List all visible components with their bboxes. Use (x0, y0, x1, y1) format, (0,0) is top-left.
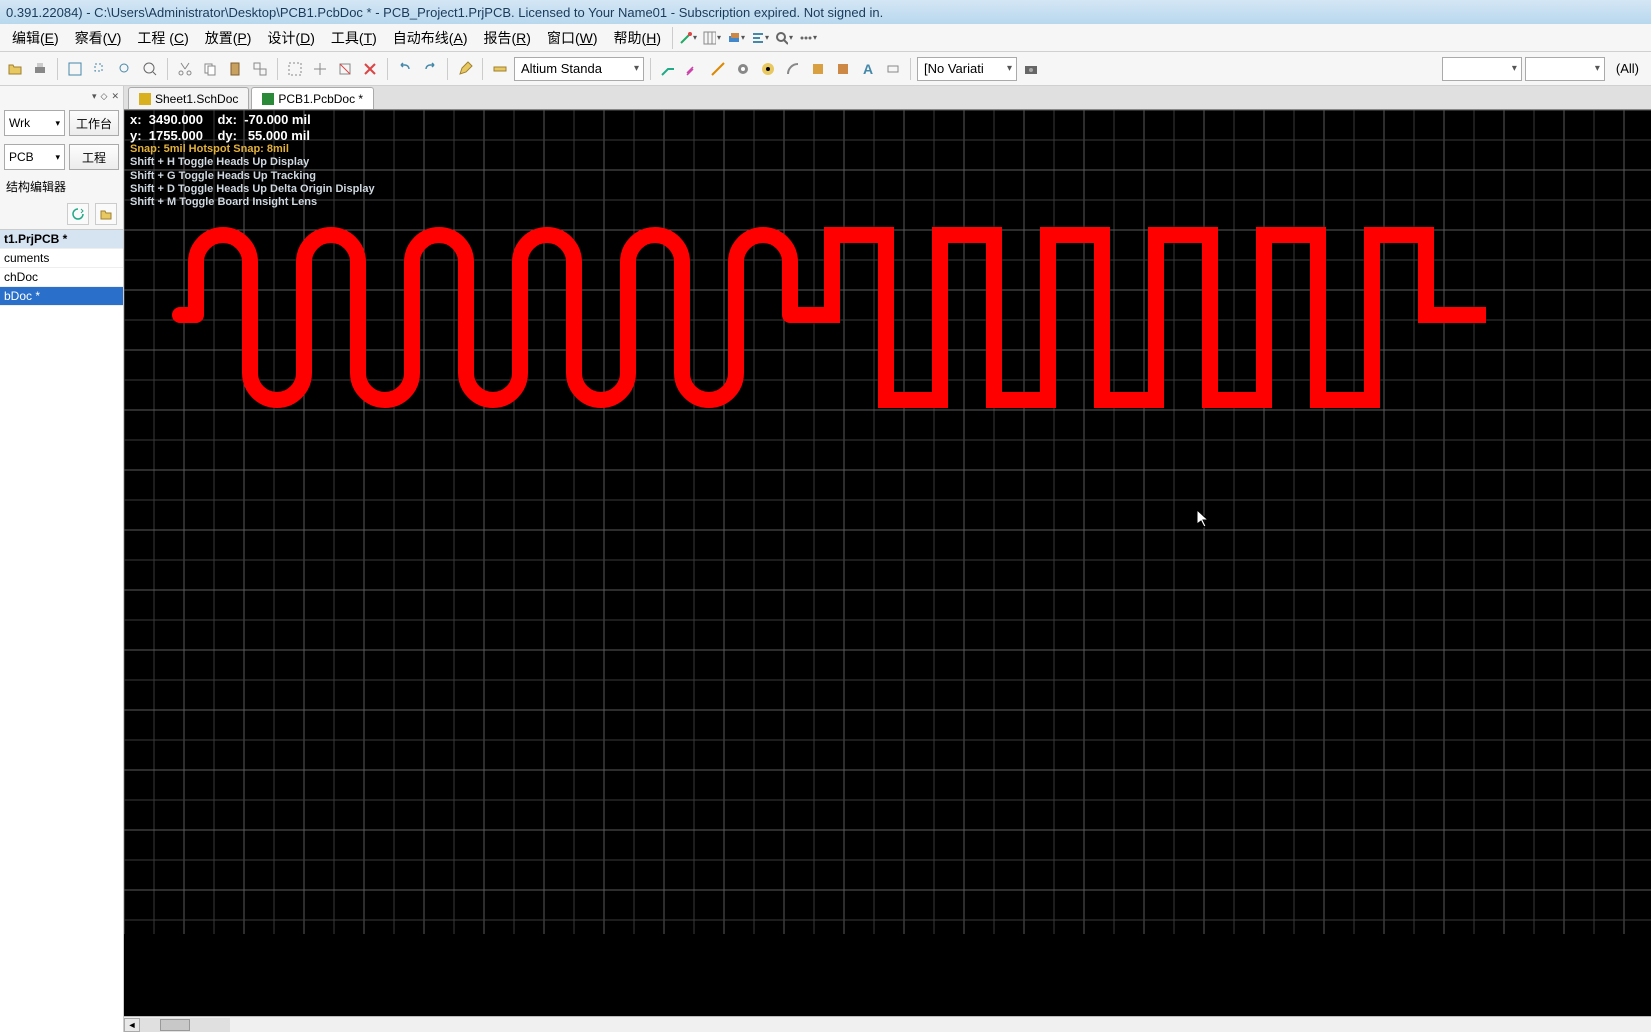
scroll-thumb[interactable] (160, 1019, 190, 1031)
region-icon[interactable] (832, 58, 854, 80)
menu-item[interactable]: 窗口(W) (539, 25, 606, 51)
menu-layer-icon[interactable]: ▾ (727, 29, 745, 47)
copy-icon[interactable] (199, 58, 221, 80)
duplicate-icon[interactable] (249, 58, 271, 80)
edit-icon[interactable] (454, 58, 476, 80)
print-icon[interactable] (29, 58, 51, 80)
menu-find-icon[interactable]: ▾ (775, 29, 793, 47)
menu-item[interactable]: 编辑(E) (4, 25, 67, 51)
move-icon[interactable] (309, 58, 331, 80)
panel-dropdown-icon[interactable]: ▾ (92, 91, 97, 102)
project-combo[interactable]: PCB (4, 144, 65, 170)
paste-icon[interactable] (224, 58, 246, 80)
zoom-area-icon[interactable] (89, 58, 111, 80)
scroll-track[interactable] (140, 1018, 230, 1032)
separator (387, 58, 388, 80)
panel-close-icon[interactable]: ✕ (111, 91, 119, 102)
redo-icon[interactable] (419, 58, 441, 80)
separator (650, 58, 651, 80)
select-rect-icon[interactable] (284, 58, 306, 80)
undo-icon[interactable] (394, 58, 416, 80)
document-tab[interactable]: PCB1.PcbDoc * (251, 87, 374, 109)
menu-item[interactable]: 报告(R) (475, 25, 538, 51)
via-icon[interactable] (732, 58, 754, 80)
separator (57, 58, 58, 80)
separator (277, 58, 278, 80)
separator (672, 27, 673, 49)
zoom-fit-icon[interactable] (64, 58, 86, 80)
text-icon[interactable]: A (857, 58, 879, 80)
structure-editor-label: 结构编辑器 (0, 174, 123, 199)
separator (910, 58, 911, 80)
route-diff-icon[interactable] (682, 58, 704, 80)
tree-item[interactable]: chDoc (0, 268, 123, 287)
open-icon[interactable] (4, 58, 26, 80)
zoom-in-icon[interactable] (139, 58, 161, 80)
title-text: 0.391.22084) - C:\Users\Administrator\De… (6, 5, 883, 20)
project-button[interactable]: 工程 (69, 144, 119, 170)
menu-item[interactable]: 设计(D) (259, 25, 322, 51)
menu-item[interactable]: 自动布线(A) (385, 25, 476, 51)
tree-item[interactable]: cuments (0, 249, 123, 268)
document-tabs: Sheet1.SchDocPCB1.PcbDoc * (124, 86, 1651, 110)
menu-bar: 编辑(E)察看(V)工程 (C)放置(P)设计(D)工具(T)自动布线(A)报告… (0, 24, 1651, 52)
camera-icon[interactable] (1020, 58, 1042, 80)
menu-item[interactable]: 察看(V) (67, 25, 130, 51)
document-tab[interactable]: Sheet1.SchDoc (128, 87, 249, 109)
project-tree: t1.PrjPCB *cumentschDocbDoc * (0, 229, 123, 1032)
tree-item[interactable]: t1.PrjPCB * (0, 230, 123, 249)
separator (482, 58, 483, 80)
canvas-svg (124, 110, 1651, 934)
standard-combo[interactable]: Altium Standa (514, 57, 644, 81)
ruler-icon[interactable] (489, 58, 511, 80)
pcb-canvas[interactable]: x: 3490.000 dx: -70.000 mil y: 1755.000 … (124, 110, 1651, 1016)
deselect-icon[interactable] (334, 58, 356, 80)
arc-icon[interactable] (782, 58, 804, 80)
filter-combo-1[interactable] (1442, 57, 1522, 81)
folder-icon[interactable] (95, 203, 117, 225)
component-icon[interactable] (882, 58, 904, 80)
title-bar: 0.391.22084) - C:\Users\Administrator\De… (0, 0, 1651, 24)
separator (167, 58, 168, 80)
main-toolbar: Altium Standa A [No Variati (All) (0, 52, 1651, 86)
menu-align-icon[interactable]: ▾ (751, 29, 769, 47)
horizontal-scrollbar[interactable]: ◄ (124, 1016, 1651, 1032)
menu-item[interactable]: 工具(T) (323, 25, 385, 51)
clear-icon[interactable] (359, 58, 381, 80)
tree-item[interactable]: bDoc * (0, 287, 123, 306)
filter-all-label: (All) (1608, 61, 1647, 76)
menu-dots-icon[interactable]: ▾ (799, 29, 817, 47)
route-icon[interactable] (657, 58, 679, 80)
separator (447, 58, 448, 80)
filter-combo-2[interactable] (1525, 57, 1605, 81)
menu-item[interactable]: 工程 (C) (129, 25, 196, 51)
cut-icon[interactable] (174, 58, 196, 80)
route-multi-icon[interactable] (707, 58, 729, 80)
scroll-left-icon[interactable]: ◄ (124, 1018, 140, 1032)
left-panel: ▾ ◇ ✕ Wrk 工作台 PCB 工程 结构编辑器 t1.PrjPCB *cu… (0, 86, 124, 1032)
pad-icon[interactable] (757, 58, 779, 80)
refresh-icon[interactable] (67, 203, 89, 225)
variant-combo[interactable]: [No Variati (917, 57, 1017, 81)
workspace-combo[interactable]: Wrk (4, 110, 65, 136)
fill-icon[interactable] (807, 58, 829, 80)
menu-item[interactable]: 放置(P) (197, 25, 260, 51)
menu-item[interactable]: 帮助(H) (606, 25, 669, 51)
menu-draw-icon[interactable]: ▾ (679, 29, 697, 47)
zoom-select-icon[interactable] (114, 58, 136, 80)
panel-pin-icon[interactable]: ◇ (101, 91, 108, 102)
menu-grid-icon[interactable]: ▾ (703, 29, 721, 47)
workspace-button[interactable]: 工作台 (69, 110, 119, 136)
